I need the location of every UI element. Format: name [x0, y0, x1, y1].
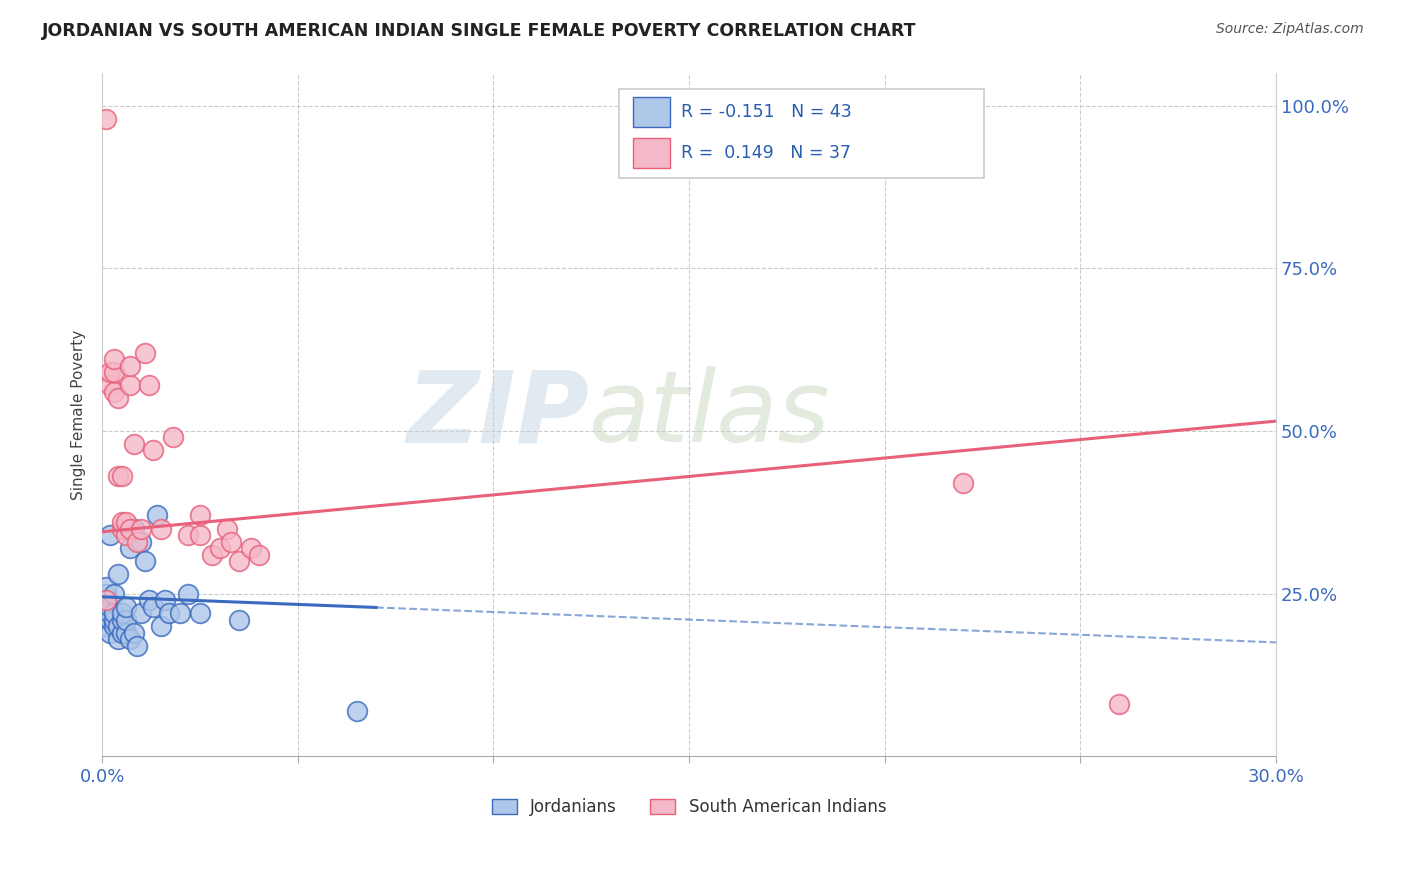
Point — [111, 515, 134, 529]
Text: R =  0.149   N = 37: R = 0.149 N = 37 — [681, 144, 851, 162]
Point — [149, 619, 172, 633]
Point — [146, 508, 169, 523]
Point — [103, 613, 125, 627]
Point — [188, 606, 211, 620]
Point — [138, 593, 160, 607]
Point — [94, 580, 117, 594]
Bar — [633, 138, 669, 168]
Point — [114, 528, 136, 542]
Point — [98, 365, 121, 379]
Point — [122, 437, 145, 451]
Point — [127, 534, 149, 549]
Point — [103, 586, 125, 600]
Point — [157, 606, 180, 620]
Point — [118, 632, 141, 647]
Point — [346, 704, 368, 718]
Point — [153, 593, 176, 607]
Point — [111, 469, 134, 483]
Point — [188, 528, 211, 542]
Point — [142, 443, 165, 458]
Point — [107, 392, 129, 406]
Point — [169, 606, 191, 620]
Point — [98, 378, 121, 392]
Point — [1108, 697, 1130, 711]
Point — [114, 515, 136, 529]
Point — [94, 593, 117, 607]
Point — [94, 586, 117, 600]
Point — [217, 521, 239, 535]
Point — [103, 384, 125, 399]
Text: R = -0.151   N = 43: R = -0.151 N = 43 — [681, 103, 852, 121]
Point — [114, 599, 136, 614]
Y-axis label: Single Female Poverty: Single Female Poverty — [72, 329, 86, 500]
Point — [127, 639, 149, 653]
Point — [94, 112, 117, 126]
Point — [94, 606, 117, 620]
Point — [94, 619, 117, 633]
Text: ZIP: ZIP — [406, 366, 589, 463]
Point — [94, 593, 117, 607]
Point — [208, 541, 231, 555]
Point — [188, 508, 211, 523]
Point — [107, 469, 129, 483]
Point — [111, 625, 134, 640]
Point — [122, 521, 145, 535]
FancyBboxPatch shape — [619, 89, 984, 178]
Point — [138, 378, 160, 392]
Point — [114, 613, 136, 627]
Point — [162, 430, 184, 444]
Point — [103, 365, 125, 379]
Point — [131, 606, 153, 620]
Point — [134, 346, 156, 360]
Point — [142, 599, 165, 614]
Point — [134, 554, 156, 568]
Point — [103, 352, 125, 367]
Point — [114, 625, 136, 640]
Point — [131, 534, 153, 549]
Point — [98, 528, 121, 542]
Legend: Jordanians, South American Indians: Jordanians, South American Indians — [485, 792, 893, 823]
Point — [98, 599, 121, 614]
Point — [98, 625, 121, 640]
Point — [952, 475, 974, 490]
Point — [118, 521, 141, 535]
Point — [111, 521, 134, 535]
Point — [247, 548, 270, 562]
Point — [228, 554, 250, 568]
Point — [118, 378, 141, 392]
Text: atlas: atlas — [589, 366, 831, 463]
Point — [201, 548, 224, 562]
Point — [228, 613, 250, 627]
Point — [103, 619, 125, 633]
Point — [221, 534, 243, 549]
Point — [94, 599, 117, 614]
Point — [239, 541, 262, 555]
Bar — [633, 97, 669, 127]
Point — [122, 625, 145, 640]
Text: JORDANIAN VS SOUTH AMERICAN INDIAN SINGLE FEMALE POVERTY CORRELATION CHART: JORDANIAN VS SOUTH AMERICAN INDIAN SINGL… — [42, 22, 917, 40]
Point — [98, 606, 121, 620]
Point — [118, 359, 141, 373]
Point — [111, 613, 134, 627]
Point — [98, 613, 121, 627]
Point — [149, 521, 172, 535]
Point — [111, 606, 134, 620]
Point — [107, 567, 129, 582]
Point — [107, 619, 129, 633]
Point — [177, 528, 200, 542]
Point — [131, 521, 153, 535]
Text: Source: ZipAtlas.com: Source: ZipAtlas.com — [1216, 22, 1364, 37]
Point — [177, 586, 200, 600]
Point — [103, 606, 125, 620]
Point — [107, 632, 129, 647]
Point — [118, 541, 141, 555]
